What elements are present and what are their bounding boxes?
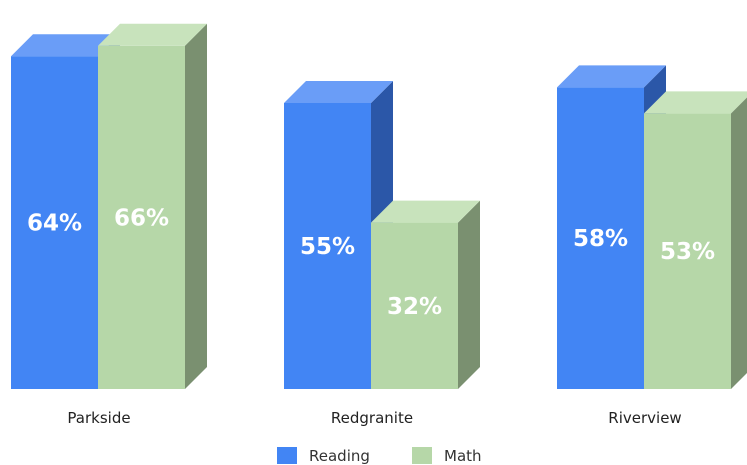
labels-layer: 64% 66% 55% 32% 58% 53% [27,205,715,319]
category-labels: Parkside Redgranite Riverview [67,409,681,427]
legend-label-math: Math [444,447,482,465]
bar-top-riverview-math [644,91,747,114]
bar-top-parkside-reading [11,34,120,57]
bar-top-parkside-math [98,23,207,46]
category-label-parkside: Parkside [67,409,130,427]
bars-layer [11,23,747,390]
data-label-riverview-math: 53% [660,239,715,265]
bar-front-parkside-math [98,45,185,390]
legend-label-reading: Reading [309,447,370,465]
legend-swatch-reading [277,447,297,464]
data-label-redgranite-math: 32% [387,294,442,320]
legend-item-reading[interactable]: Reading [277,447,370,465]
legend: Reading Math [277,447,482,465]
data-label-parkside-math: 66% [114,205,169,231]
legend-item-math[interactable]: Math [412,447,482,465]
bar-side-redgranite-math [458,200,480,389]
category-label-redgranite: Redgranite [331,409,413,427]
bar-top-riverview-reading [557,65,666,88]
bar-front-parkside-reading [11,56,98,389]
bar-riverview-math [644,91,747,390]
bar-front-riverview-math [644,113,731,390]
data-label-riverview-reading: 58% [573,226,628,252]
bar-side-riverview-math [731,97,747,389]
bar-top-redgranite-reading [284,81,393,103]
data-label-parkside-reading: 64% [27,211,82,237]
category-label-riverview: Riverview [608,409,681,427]
bar-side-parkside-math [185,23,207,390]
legend-swatch-math [412,447,432,464]
bar-front-riverview-reading [557,87,644,390]
bar-front-redgranite-reading [284,103,371,389]
bar-redgranite-math [371,200,480,389]
bar-front-redgranite-math [371,222,458,389]
bar-parkside-math [98,23,207,390]
bar-top-redgranite-math [371,200,480,223]
data-label-redgranite-reading: 55% [300,234,355,260]
